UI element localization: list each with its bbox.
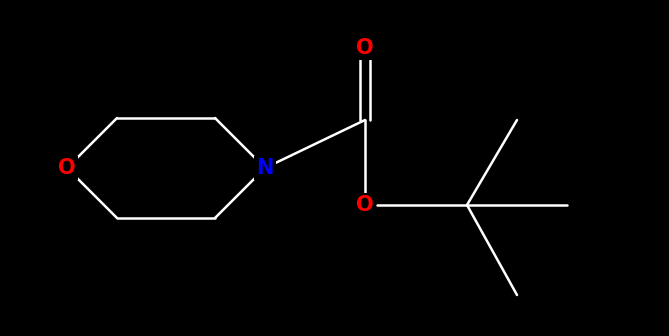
Text: N: N [256, 158, 274, 178]
Text: O: O [58, 158, 76, 178]
Text: O: O [356, 195, 374, 215]
Text: O: O [356, 38, 374, 58]
